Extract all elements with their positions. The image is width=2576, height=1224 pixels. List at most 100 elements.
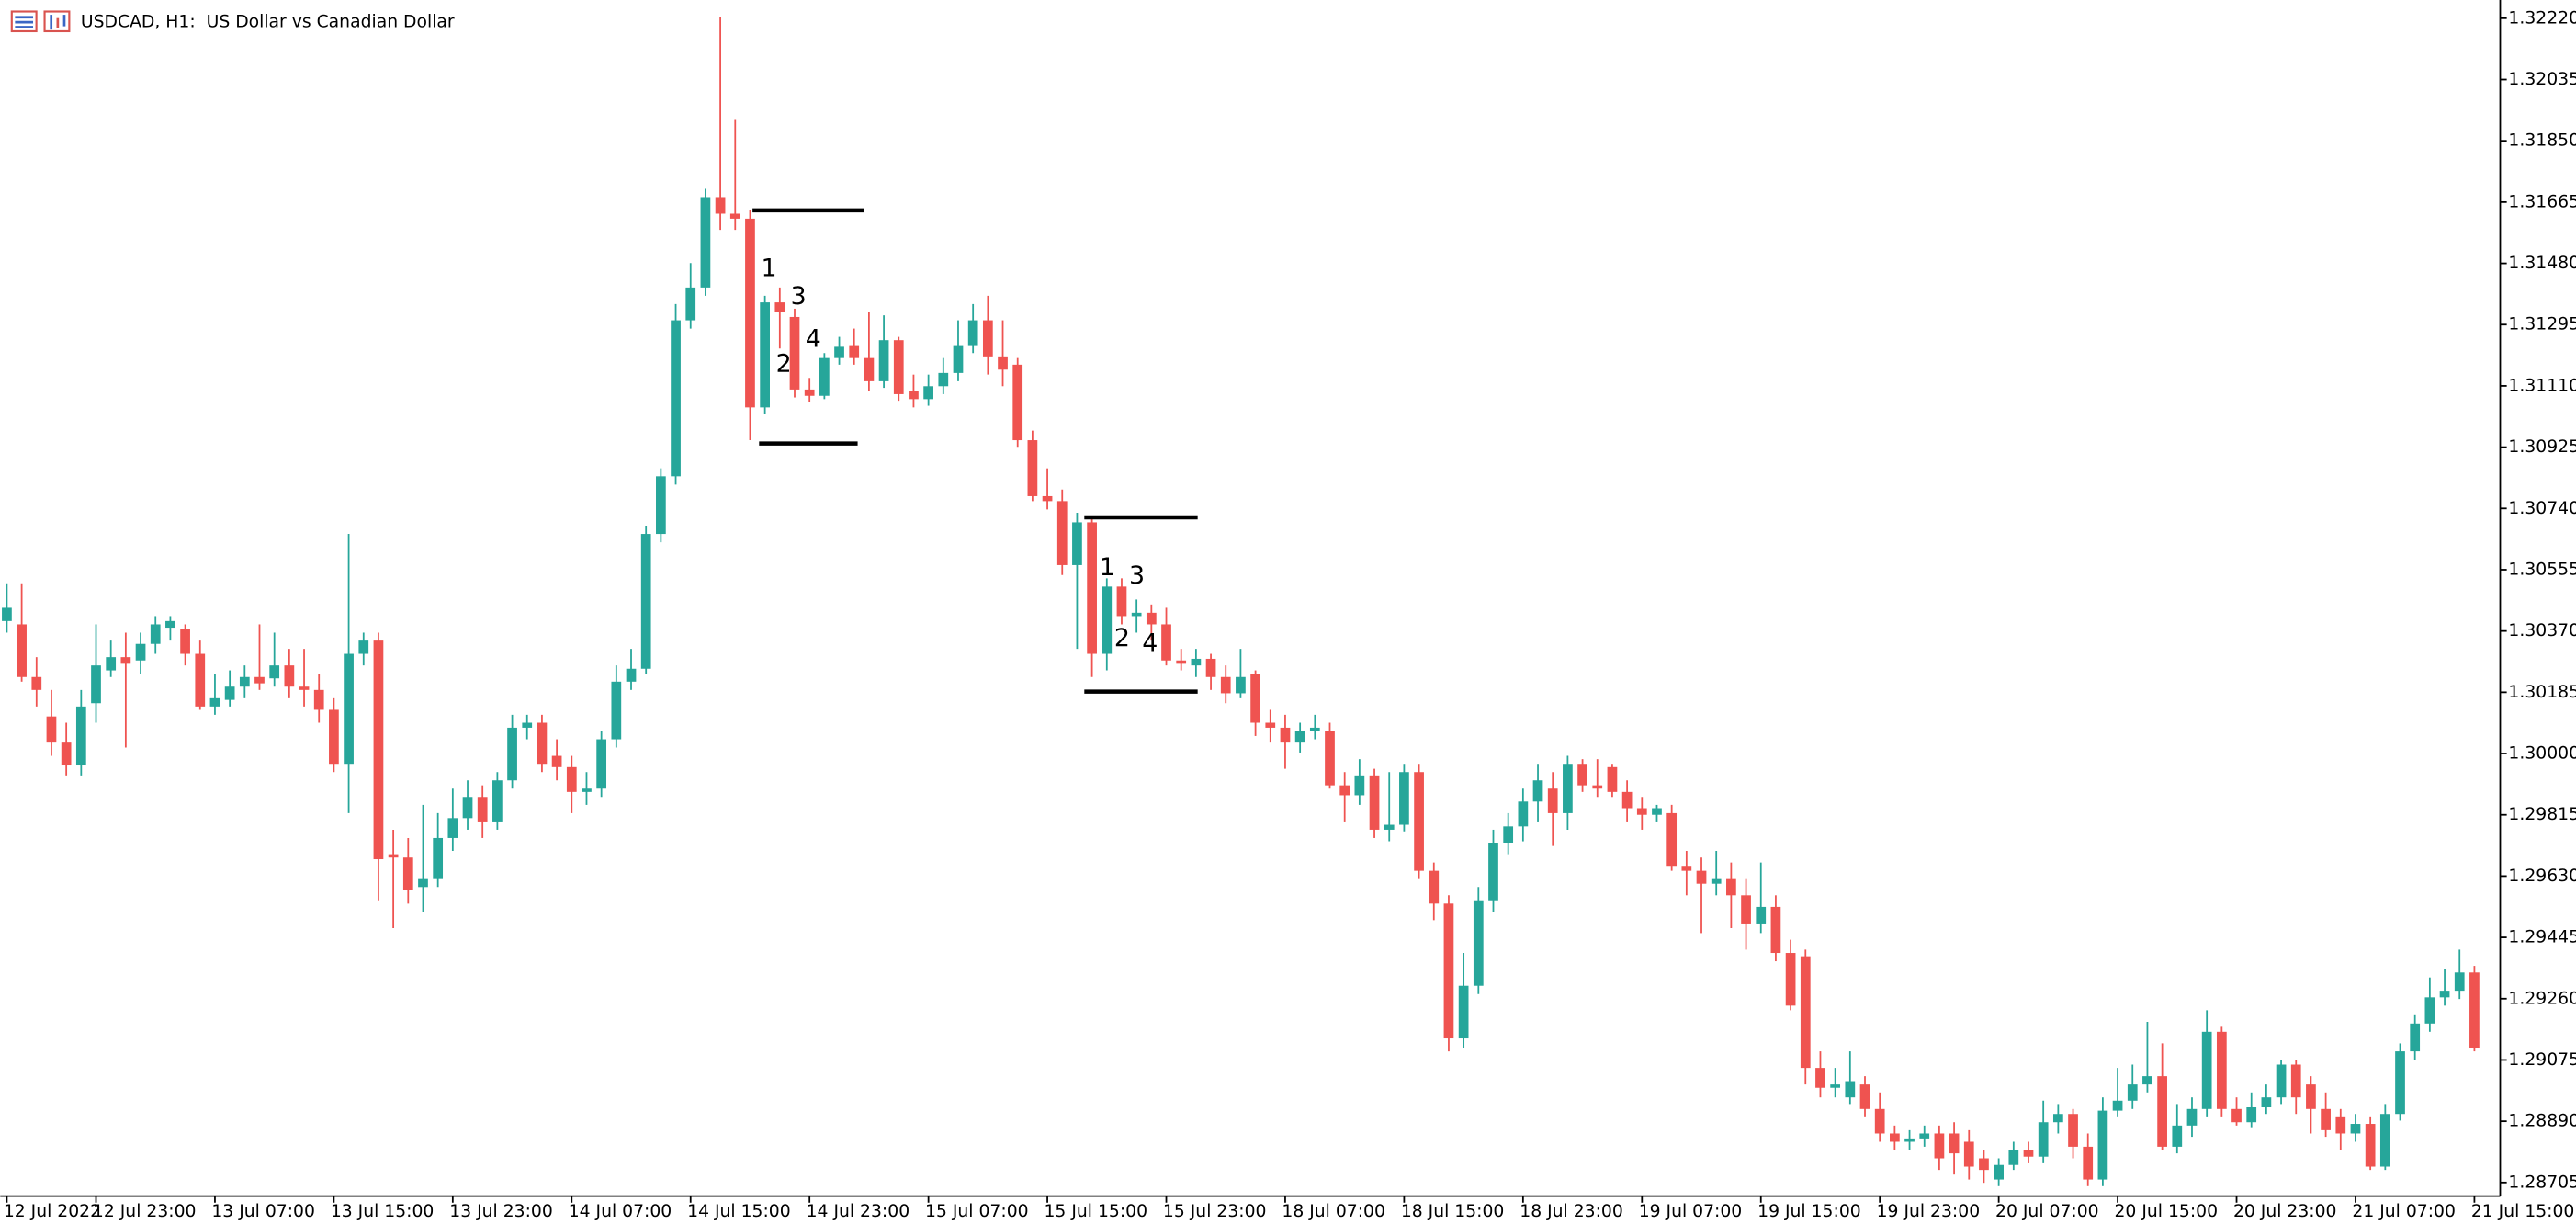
candle-body [358,640,369,654]
candle-body [17,624,27,677]
wave-label: 1 [761,255,776,283]
candle-body [2083,1146,2094,1180]
candle-body [254,676,265,684]
candle-body [1934,1133,1945,1159]
candle-body [2097,1110,2108,1180]
candle-body [1756,906,1767,924]
candle-body [1919,1133,1930,1139]
candle-body [611,681,622,740]
candle-body [1072,522,1082,565]
candle-body [180,629,190,654]
candle-body [1294,731,1305,743]
x-tick-label: 15 Jul 23:00 [1163,1202,1267,1221]
x-tick-label: 20 Jul 23:00 [2233,1202,2337,1221]
x-tick-label: 21 Jul 15:00 [2471,1202,2575,1221]
y-tick-label: 1.29815 [2508,805,2576,824]
candle-body [344,653,354,765]
candle-body [2365,1124,2376,1167]
candle-body [1532,780,1543,802]
candle-body [1830,1084,1841,1088]
candle-body [239,676,250,687]
candle-body [2246,1107,2257,1123]
candle-body [2306,1084,2316,1109]
candle-body [2172,1125,2183,1147]
x-tick-label: 18 Jul 15:00 [1401,1202,1505,1221]
x-tick-label: 13 Jul 23:00 [449,1202,553,1221]
candle-body [1874,1108,1885,1134]
candle-body [165,620,175,629]
candle-body [804,389,815,396]
candle-body [671,320,681,477]
candle-body [1592,785,1603,789]
y-tick-label: 1.30555 [2508,560,2576,579]
candle-body [1963,1141,1974,1167]
candle-body [774,302,785,312]
candle-body [1859,1084,1870,1109]
candle-body [640,534,651,669]
candle-body [938,372,949,387]
candle-body [1458,985,1469,1039]
candle-body [582,788,592,792]
candle-body [1354,775,1365,796]
x-tick-label: 14 Jul 15:00 [687,1202,791,1221]
candle-body [269,665,280,679]
candle-body [982,320,993,357]
chart-title: USDCAD, H1: US Dollar vs Canadian Dollar [81,13,455,32]
candle-body [923,386,933,400]
y-tick-label: 1.31480 [2508,254,2576,273]
candle-body [729,213,740,219]
candle-body [1339,785,1350,796]
candle-body [2201,1031,2212,1109]
candle-body [1770,906,1781,954]
candle-body [1577,764,1587,786]
candle-body [447,818,458,838]
chart-icons [10,10,71,33]
y-tick-label: 1.32035 [2508,70,2576,89]
candle-body [477,797,488,822]
candle-body [1621,791,1633,809]
candle-body [2424,997,2435,1024]
candle-body [1414,772,1424,871]
candle-body [1666,812,1678,867]
candle-body [2395,1051,2405,1115]
candle-body [1131,612,1142,617]
y-tick-label: 1.28705 [2508,1173,2576,1192]
candle-body [566,766,577,792]
candle-body [2112,1100,2123,1111]
candle-body [507,727,517,781]
candle-body [1488,842,1498,901]
candle-body [1027,440,1038,496]
y-tick-label: 1.30185 [2508,683,2576,702]
candle-body [1904,1138,1915,1142]
x-tick-label: 18 Jul 23:00 [1520,1202,1623,1221]
candle-body [2142,1076,2152,1085]
candle-body [1800,956,1811,1069]
candle-body [849,345,860,358]
y-tick-label: 1.29445 [2508,928,2576,947]
candle-body [1785,953,1796,1006]
candle-body [700,197,711,288]
candle-body [522,722,533,728]
candle-body [1518,801,1529,827]
x-tick-label: 19 Jul 23:00 [1877,1202,1981,1221]
candle-body [760,302,771,408]
candle-body [2350,1124,2361,1134]
candle-body [1890,1133,1900,1142]
y-tick-label: 1.31295 [2508,315,2576,334]
candle-body [2008,1150,2019,1165]
wave-label: 4 [1142,629,1158,657]
candle-body [2469,972,2480,1048]
candle-body [893,340,904,394]
candle-body [537,722,548,765]
candle-body [299,686,310,690]
wave-label: 4 [806,325,821,354]
candle-body [1652,808,1662,815]
candle-body [373,640,384,860]
candle-body [462,797,473,819]
wave-label: 2 [776,349,792,378]
x-tick-label: 21 Jul 07:00 [2352,1202,2456,1221]
x-tick-label: 19 Jul 07:00 [1639,1202,1743,1221]
candle-body [1176,660,1187,664]
candle-body [1726,878,1736,896]
